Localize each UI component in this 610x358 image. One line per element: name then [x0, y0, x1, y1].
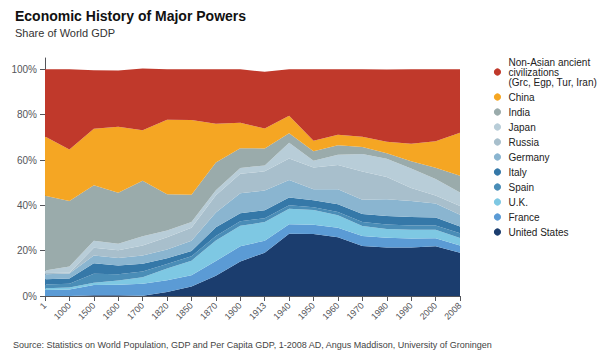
svg-text:1900: 1900: [223, 300, 244, 321]
svg-text:80%: 80%: [17, 109, 37, 120]
svg-text:0%: 0%: [23, 291, 38, 302]
svg-text:U.K.: U.K.: [508, 197, 527, 208]
svg-text:1913: 1913: [247, 300, 268, 321]
svg-text:Spain: Spain: [508, 182, 534, 193]
svg-text:60%: 60%: [17, 155, 37, 166]
svg-text:1960: 1960: [320, 300, 341, 321]
svg-text:1600: 1600: [101, 300, 122, 321]
svg-text:Russia: Russia: [508, 137, 539, 148]
svg-text:Japan: Japan: [508, 122, 535, 133]
svg-text:civilizations: civilizations: [508, 66, 559, 78]
svg-text:India: India: [508, 107, 530, 118]
svg-text:2000: 2000: [418, 300, 439, 321]
svg-text:2008: 2008: [442, 300, 463, 321]
svg-text:100%: 100%: [11, 64, 37, 75]
svg-text:France: France: [508, 212, 540, 223]
svg-text:Non-Asian ancient: Non-Asian ancient: [508, 56, 591, 68]
svg-text:1870: 1870: [198, 300, 219, 321]
svg-text:Italy: Italy: [508, 167, 526, 178]
svg-text:United States: United States: [508, 227, 568, 238]
svg-text:1000: 1000: [52, 300, 73, 321]
svg-text:Share of World GDP: Share of World GDP: [15, 27, 115, 39]
svg-text:1980: 1980: [369, 300, 390, 321]
svg-text:China: China: [508, 92, 535, 103]
svg-text:1500: 1500: [76, 300, 97, 321]
svg-text:1820: 1820: [149, 300, 170, 321]
svg-text:1970: 1970: [345, 300, 366, 321]
svg-text:1950: 1950: [296, 300, 317, 321]
svg-text:(Grc, Egp, Tur, Iran): (Grc, Egp, Tur, Iran): [508, 77, 596, 88]
svg-text:Source: Statistics on World Po: Source: Statistics on World Population, …: [13, 340, 492, 350]
svg-text:1990: 1990: [393, 300, 414, 321]
svg-text:Germany: Germany: [508, 152, 549, 163]
svg-text:1700: 1700: [125, 300, 146, 321]
svg-text:1850: 1850: [174, 300, 195, 321]
svg-text:40%: 40%: [17, 200, 37, 211]
svg-text:Economic History of Major Powe: Economic History of Major Powers: [15, 8, 246, 24]
svg-text:20%: 20%: [17, 245, 37, 256]
svg-text:1940: 1940: [271, 300, 292, 321]
svg-text:1: 1: [38, 300, 49, 311]
